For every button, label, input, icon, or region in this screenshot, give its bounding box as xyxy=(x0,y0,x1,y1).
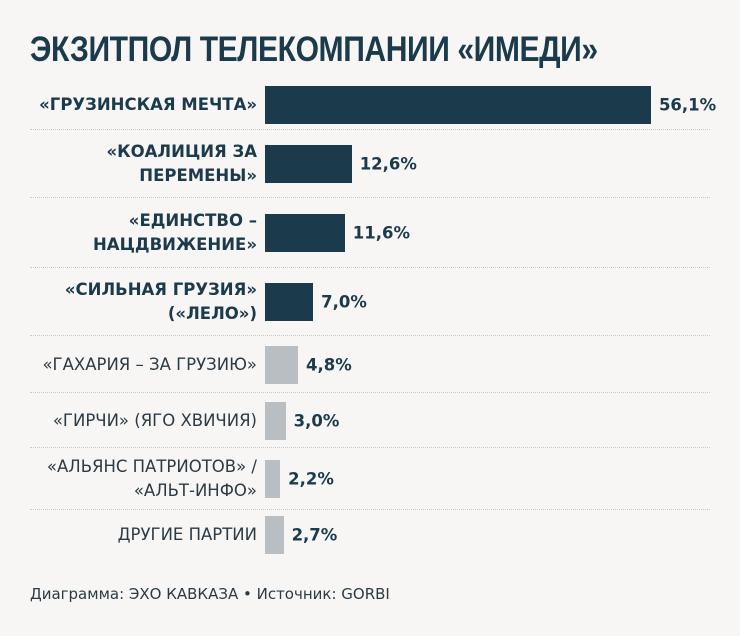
bar-row: «ГАХАРИЯ – ЗА ГРУЗИЮ» 4,8% xyxy=(30,336,710,393)
value-label: 7,0% xyxy=(321,292,367,312)
bar xyxy=(265,345,299,384)
bar-row: «ГРУЗИНСКАЯ МЕЧТА» 56,1% xyxy=(30,80,716,130)
category-label: «СИЛЬНАЯ ГРУЗИЯ» («ЛЕЛО») xyxy=(64,280,257,323)
row-divider xyxy=(30,129,710,130)
bar xyxy=(265,86,651,124)
category-label: «ЕДИНСТВО – НАЦДВИЖЕНИЕ» xyxy=(93,211,257,254)
bar-row: «ЕДИНСТВО – НАЦДВИЖЕНИЕ» 11,6% xyxy=(30,198,710,268)
bar-row: «КОАЛИЦИЯ ЗА ПЕРЕМЕНЫ» 12,6% xyxy=(30,130,710,198)
row-divider xyxy=(30,447,710,448)
value-label: 11,6% xyxy=(352,223,411,243)
bar xyxy=(265,516,284,554)
value-label: 12,6% xyxy=(359,154,417,174)
category-label: «ГИРЧИ» (ЯГО ХВИЧИЯ) xyxy=(52,410,257,430)
bar xyxy=(265,145,352,183)
bar-row: «ГИРЧИ» (ЯГО ХВИЧИЯ) 3,0% xyxy=(30,393,710,448)
value-label: 2,2% xyxy=(288,469,334,489)
bar xyxy=(265,460,281,498)
value-label: 4,8% xyxy=(306,355,352,374)
row-divider xyxy=(30,335,710,336)
bar xyxy=(265,401,286,440)
bar xyxy=(265,283,314,321)
row-divider xyxy=(30,267,710,268)
bar-row: «АЛЬЯНС ПАТРИОТОВ» / «АЛЬТ-ИНФО» 2,2% xyxy=(30,448,710,510)
category-label: ДРУГИЕ ПАРТИИ xyxy=(117,525,257,544)
category-label: «ГРУЗИНСКАЯ МЕЧТА» xyxy=(39,95,257,114)
chart-footer-source: Диаграмма: ЭХО КАВКАЗА • Источник: GORBI xyxy=(30,585,390,603)
row-divider xyxy=(30,509,710,510)
category-label: «ГАХАРИЯ – ЗА ГРУЗИЮ» xyxy=(42,354,257,374)
category-label: «АЛЬЯНС ПАТРИОТОВ» / «АЛЬТ-ИНФО» xyxy=(46,457,257,500)
bar xyxy=(265,214,345,252)
chart-title: ЭКЗИТПОЛ ТЕЛЕКОМПАНИИ «ИМЕДИ» xyxy=(30,30,598,69)
bar-row: «СИЛЬНАЯ ГРУЗИЯ» («ЛЕЛО») 7,0% xyxy=(30,268,710,336)
row-divider xyxy=(30,392,710,393)
value-label: 2,7% xyxy=(291,525,338,545)
row-divider xyxy=(30,197,710,198)
value-label: 3,0% xyxy=(293,411,340,430)
bar-row: ДРУГИЕ ПАРТИИ 2,7% xyxy=(30,510,710,560)
category-label: «КОАЛИЦИЯ ЗА ПЕРЕМЕНЫ» xyxy=(106,142,257,185)
value-label: 56,1% xyxy=(658,95,717,115)
